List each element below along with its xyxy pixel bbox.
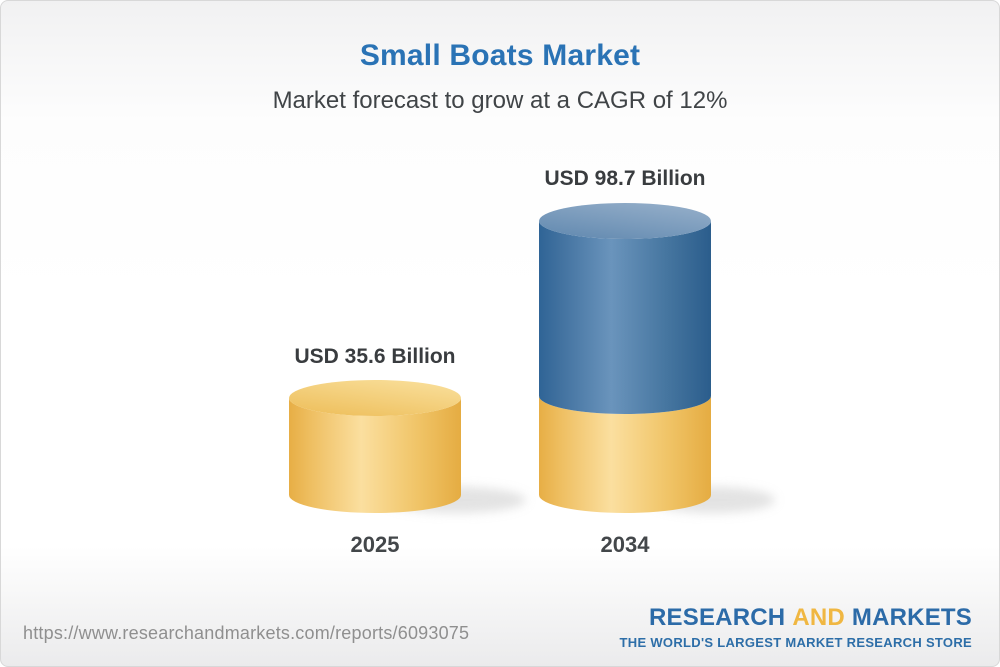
page-subtitle: Market forecast to grow at a CAGR of 12% <box>272 87 728 114</box>
research-and-markets-logo: RESEARCH AND MARKETS THE WORLD'S LARGEST… <box>620 604 972 650</box>
logo-tagline: THE WORLD'S LARGEST MARKET RESEARCH STOR… <box>619 635 972 650</box>
logo-word-research: RESEARCH <box>649 604 786 631</box>
report-url: https://www.researchandmarkets.com/repor… <box>23 623 470 643</box>
cylinder-2034 <box>539 203 711 513</box>
cylinder-2025-body <box>289 398 461 513</box>
logo-wordmark: RESEARCH AND MARKETS <box>620 604 972 632</box>
logo-word-and: AND <box>792 604 845 631</box>
value-label-2034: USD 98.7 Billion <box>544 167 706 190</box>
logo-word-markets: MARKETS <box>851 604 972 631</box>
cylinder-2034-growth-segment <box>539 221 711 414</box>
category-label-2025: 2025 <box>350 532 400 557</box>
page-title: Small Boats Market <box>359 39 641 72</box>
cylinder-2034-top <box>539 203 711 239</box>
cylinder-2025-top <box>289 380 461 416</box>
cylinder-2034-base-segment <box>539 396 711 513</box>
value-label-2025: USD 35.6 Billion <box>294 345 456 368</box>
category-label-2034: 2034 <box>600 532 650 557</box>
cylinder-2025 <box>289 380 461 513</box>
